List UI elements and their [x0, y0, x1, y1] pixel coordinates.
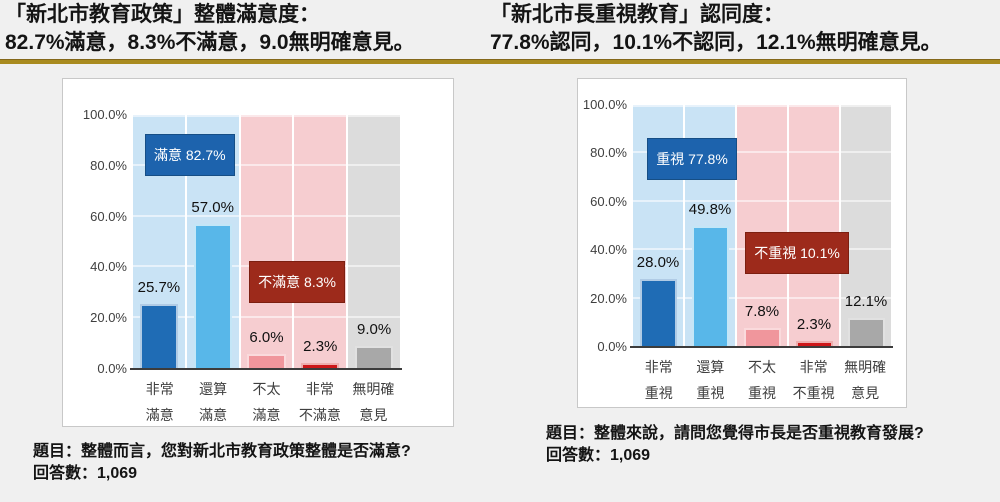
x-axis-labels: 非常 重視 還算 重視 不太 重視 非常 不重視 無明確 意見	[633, 354, 891, 406]
plot-area: 25.7% 57.0% 6.0% 2.3% 9.0% 滿意 82.7% 不滿意 8.3%	[133, 115, 400, 369]
header-mayor-summary: 77.8%認同，10.1%不認同，12.1%無明確意見。	[490, 31, 942, 54]
bar-value-4: 2.3%	[303, 338, 338, 356]
y-tick-80: 80.0%	[590, 145, 627, 161]
gridline-20	[633, 296, 891, 299]
callout-dissatisfied: 不滿意 8.3%	[249, 261, 345, 304]
chart-panel-mayor: 0.0% 20.0% 40.0% 60.0% 80.0% 100.0% 28.0% 49.8%…	[577, 78, 907, 408]
x-axis-line	[130, 368, 402, 370]
category-column-5: 9.0%	[348, 115, 400, 369]
x-label-3: 不太 重視	[747, 359, 776, 401]
bar-4	[795, 341, 833, 347]
category-column-4: 2.3%	[789, 105, 841, 347]
y-tick-40: 40.0%	[590, 242, 627, 258]
category-column-3: 6.0%	[240, 115, 295, 369]
caption-mayor: 題目：整體來說，請問您覺得市長是否重視教育發展? 回答數：1,069	[546, 423, 924, 467]
caption-satisfaction-question: 題目：整體而言，您對新北市教育政策整體是否滿意?	[33, 443, 411, 460]
bar-value-2: 49.8%	[688, 201, 732, 219]
bar-value-1: 25.7%	[137, 278, 181, 296]
x-label-1: 非常 滿意	[145, 381, 174, 423]
y-tick-40: 40.0%	[90, 259, 127, 275]
y-tick-100: 100.0%	[582, 97, 627, 112]
category-column-3: 7.8%	[737, 105, 789, 347]
bar-value-3: 6.0%	[249, 328, 284, 346]
bar-4	[301, 363, 340, 369]
caption-satisfaction: 題目：整體而言，您對新北市教育政策整體是否滿意? 回答數：1,069	[33, 441, 411, 485]
x-axis-labels: 非常 滿意 還算 滿意 不太 滿意 非常 不滿意 無明確 意見	[133, 376, 400, 428]
category-column-5: 12.1%	[841, 105, 891, 347]
x-label-5: 無明確 意見	[352, 381, 395, 423]
callout-not-values: 不重視 10.1%	[745, 232, 849, 275]
gridline-80	[133, 163, 400, 166]
x-label-1: 非常 重視	[644, 359, 673, 401]
header-mayor: 「新北市長重視教育」認同度： 77.8%認同，10.1%不認同，12.1%無明確…	[490, 1, 942, 57]
gridline-100	[633, 105, 891, 107]
bar-chart-satisfaction: 0.0% 20.0% 40.0% 60.0% 80.0% 100.0% 25.7% 57.0%…	[63, 79, 453, 426]
x-label-4: 非常 不重視	[792, 359, 835, 401]
x-label-5: 無明確 意見	[844, 359, 887, 401]
y-tick-60: 60.0%	[590, 193, 627, 209]
bar-value-5: 12.1%	[844, 292, 888, 310]
x-label-3: 不太 滿意	[252, 381, 281, 423]
x-label-2: 還算 滿意	[199, 381, 228, 423]
bar-2	[193, 224, 232, 369]
gridline-60	[133, 214, 400, 217]
bar-value-5: 9.0%	[356, 321, 392, 339]
bar-2	[691, 226, 729, 347]
bar-1	[639, 279, 677, 347]
gridline-80	[633, 151, 891, 154]
y-tick-20: 20.0%	[90, 310, 127, 326]
header-satisfaction: 「新北市教育政策」整體滿意度： 82.7%滿意，8.3%不滿意，9.0無明確意見…	[5, 1, 415, 57]
plot-area: 28.0% 49.8% 7.8% 2.3% 12.1% 重視 77.8% 不重視 10.1%	[633, 105, 891, 347]
bar-5	[847, 317, 885, 347]
gridline-100	[133, 115, 400, 117]
y-tick-0: 0.0%	[97, 361, 127, 376]
bar-1	[139, 303, 179, 369]
bar-5	[354, 346, 394, 369]
gridline-60	[633, 199, 891, 202]
chart-panel-satisfaction: 0.0% 20.0% 40.0% 60.0% 80.0% 100.0% 25.7% 57.0%…	[62, 78, 454, 427]
x-label-2: 還算 重視	[696, 359, 725, 401]
header-satisfaction-title: 「新北市教育政策」整體滿意度：	[5, 3, 320, 26]
x-label-4: 非常 不滿意	[298, 381, 341, 423]
caption-mayor-respondents: 回答數：1,069	[546, 447, 651, 464]
category-column-4: 2.3%	[294, 115, 349, 369]
header-satisfaction-summary: 82.7%滿意，8.3%不滿意，9.0無明確意見。	[5, 31, 415, 54]
y-tick-0: 0.0%	[597, 339, 627, 354]
y-tick-80: 80.0%	[90, 157, 127, 173]
bar-value-2: 57.0%	[191, 199, 234, 217]
caption-mayor-question: 題目：整體來說，請問您覺得市長是否重視教育發展?	[546, 425, 924, 442]
y-axis: 0.0% 20.0% 40.0% 60.0% 80.0% 100.0%	[63, 79, 127, 426]
y-tick-20: 20.0%	[590, 290, 627, 306]
bar-3	[743, 328, 781, 347]
y-axis: 0.0% 20.0% 40.0% 60.0% 80.0% 100.0%	[578, 79, 627, 407]
bar-value-4: 2.3%	[796, 316, 832, 334]
caption-satisfaction-respondents: 回答數：1,069	[33, 465, 138, 482]
y-tick-100: 100.0%	[82, 107, 127, 122]
callout-values-education: 重視 77.8%	[647, 137, 737, 180]
bar-chart-mayor: 0.0% 20.0% 40.0% 60.0% 80.0% 100.0% 28.0% 49.8%…	[578, 79, 906, 407]
header-mayor-title: 「新北市長重視教育」認同度：	[490, 3, 784, 26]
bar-value-1: 28.0%	[636, 254, 680, 272]
bar-value-3: 7.8%	[744, 303, 780, 321]
bar-3	[247, 353, 286, 369]
callout-satisfied: 滿意 82.7%	[145, 134, 235, 177]
y-tick-60: 60.0%	[90, 208, 127, 224]
gridline-20	[133, 316, 400, 319]
x-axis-line	[630, 346, 893, 348]
gold-divider-line	[0, 59, 1000, 64]
